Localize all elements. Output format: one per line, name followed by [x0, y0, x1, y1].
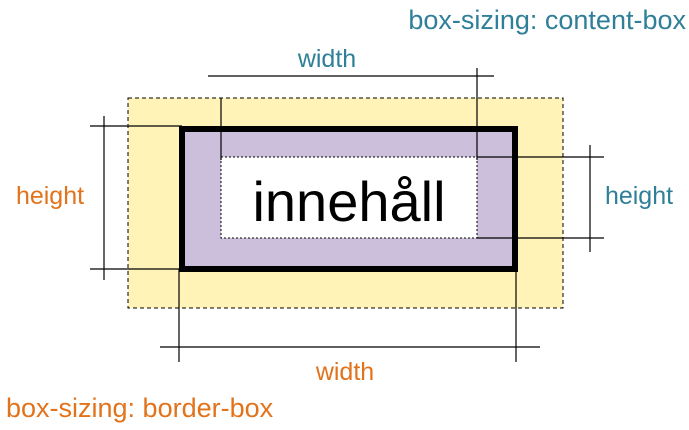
border-box-title: box-sizing: border-box — [6, 393, 274, 423]
border-box-height-dimension — [90, 116, 182, 280]
content-box-height-label: height — [605, 182, 673, 210]
content-area — [220, 156, 478, 239]
content-box-width-label: width — [297, 45, 356, 73]
content-box-height-dimension — [477, 145, 604, 252]
border-box-width-dimension — [160, 269, 540, 362]
content-text: innehåll — [252, 170, 445, 233]
border-box-height-label: height — [16, 182, 84, 210]
content-box-title: box-sizing: content-box — [408, 5, 686, 35]
content-box-width-dimension — [208, 68, 494, 160]
border-box-width-label: width — [315, 358, 374, 386]
